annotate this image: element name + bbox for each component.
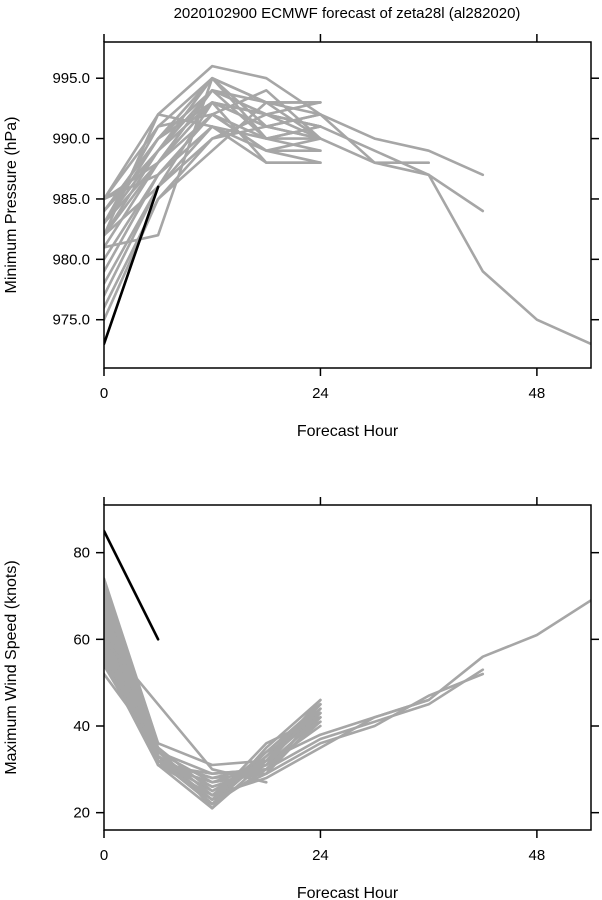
wind-ensemble-line-19 [104, 585, 322, 780]
pressure-x-axis-label: Forecast Hour [297, 423, 399, 440]
wind-y-axis-label: Maximum Wind Speed (knots) [3, 560, 20, 774]
wind-series-group [104, 529, 591, 810]
pressure-ytick-label-1: 980.0 [52, 251, 90, 268]
wind-plot-frame [103, 504, 592, 831]
wind-ytick-label-0: 20 [73, 805, 90, 822]
wind-ytick-label-1: 40 [73, 718, 90, 735]
pressure-ensemble-line-22 [104, 113, 322, 237]
wind-ensemble-line-22 [104, 581, 322, 776]
wind-speed-panel: 0 24 48 20 40 60 80 Forecast Hour Maximum Wind S… [3, 497, 599, 900]
wind-x-axis-label: Forecast Hour [297, 885, 399, 900]
pressure-observed-line [104, 185, 160, 346]
pressure-ensemble-line-0 [104, 64, 591, 346]
wind-ensemble-line-20 [104, 577, 322, 767]
wind-observed-line [104, 529, 160, 641]
wind-xtick-label-1: 24 [312, 847, 329, 864]
pressure-series-group [104, 64, 591, 346]
wind-ensemble-line-7 [104, 637, 322, 797]
pressure-y-axis-label: Minimum Pressure (hPa) [3, 117, 20, 294]
pressure-ytick-label-2: 985.0 [52, 191, 90, 208]
pressure-xtick-label-0: 0 [100, 385, 108, 402]
pressure-xtick-label-2: 48 [529, 385, 546, 402]
wind-ytick-label-2: 60 [73, 631, 90, 648]
wind-ensemble-line-21 [104, 637, 268, 784]
pressure-plot-frame [103, 41, 592, 369]
pressure-ensemble-line-23 [104, 113, 322, 201]
pressure-xtick-label-1: 24 [312, 385, 329, 402]
pressure-ensemble-line-13 [104, 113, 322, 309]
pressure-ytick-label-0: 975.0 [52, 312, 90, 329]
pressure-ytick-label-3: 990.0 [52, 131, 90, 148]
pressure-ytick-label-4: 995.0 [52, 70, 90, 87]
wind-ytick-label-3: 80 [73, 545, 90, 562]
wind-ensemble-line-4 [104, 650, 322, 810]
pressure-panel: 0 24 48 975.0 980.0 985.0 990.0 995.0 Forecast H… [3, 34, 599, 440]
wind-xtick-label-2: 48 [529, 847, 546, 864]
pressure-ensemble-line-20 [104, 101, 322, 213]
figure-title: 2020102900 ECMWF forecast of zeta28l (al… [174, 5, 521, 22]
wind-xtick-label-0: 0 [100, 847, 108, 864]
